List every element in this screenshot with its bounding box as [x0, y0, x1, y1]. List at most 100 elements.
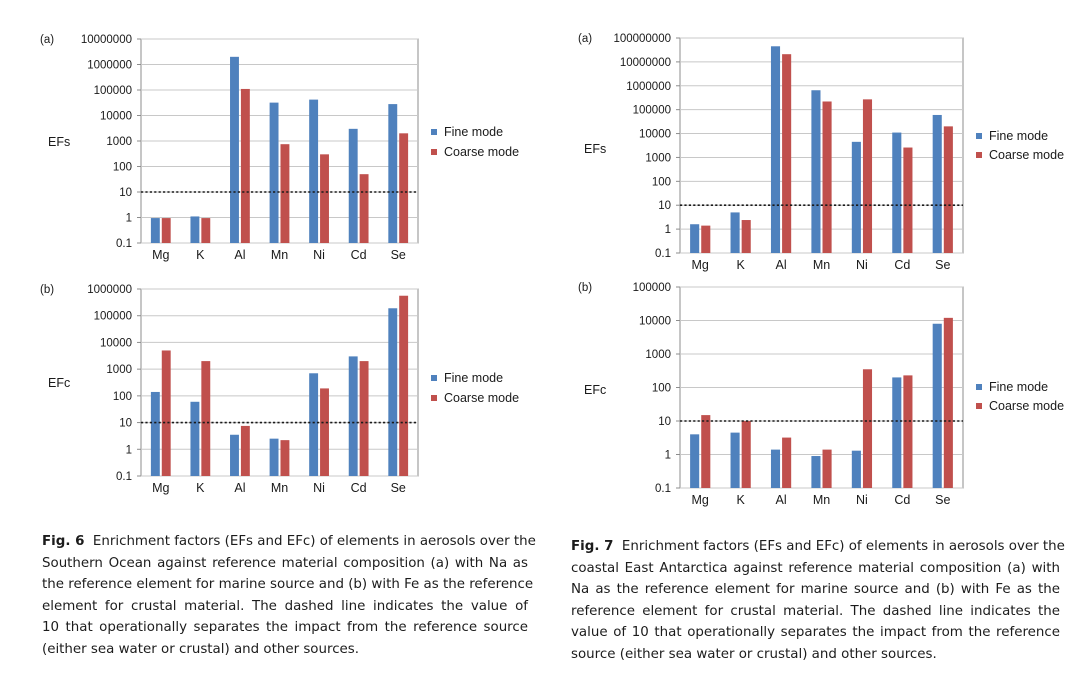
fig7b-y-tick-label: 100: [652, 383, 671, 395]
fig6a-bar-coarse-cd: [359, 174, 369, 243]
fig6b-bar-coarse-ni: [320, 388, 329, 476]
fig6a-x-tick-label: Se: [391, 248, 406, 262]
fig6a-x-tick-label: Al: [234, 248, 245, 262]
fig7b-y-tick-label: 1: [665, 450, 671, 462]
fig6a-legend-label: Fine mode: [444, 125, 503, 139]
fig7a-x-tick-label: Al: [776, 258, 787, 272]
fig6a-y-tick-label: 100000: [94, 85, 132, 97]
fig7b-legend-label: Fine mode: [989, 380, 1048, 394]
fig7-caption-label: Fig. 7: [571, 539, 614, 554]
fig7b-x-tick-label: Mn: [813, 493, 830, 507]
fig7a-legend-label: Fine mode: [989, 129, 1048, 143]
fig7b-legend-swatch-fine: [976, 384, 982, 390]
fig6a-bar-fine-se: [388, 104, 398, 243]
fig6-caption-line: the reference element for marine source …: [42, 577, 534, 593]
fig6a-bar-coarse-al: [240, 88, 250, 243]
fig7-caption-line: value of 10 that operationally separates…: [571, 625, 1060, 641]
fig7a-y-tick-label: 100000: [633, 105, 671, 117]
fig7a-bar-fine-al: [770, 46, 781, 254]
fig6a-bar-fine-mn: [269, 102, 279, 243]
fig6a-legend-swatch-fine: [431, 129, 437, 135]
fig7a-bar-coarse-k: [741, 220, 751, 253]
fig7b-bar-coarse-ni: [862, 369, 873, 488]
fig6a-bar-fine-al: [230, 56, 239, 244]
fig7a-y-tick-label: 100: [652, 176, 671, 188]
fig6b-bar-coarse-cd: [359, 361, 369, 476]
fig6a-y-tick-label: 1: [126, 213, 132, 225]
fig6-caption-line: (either sea water or crustal) and other …: [42, 641, 360, 657]
fig6b-bar-coarse-mn: [280, 440, 290, 476]
fig7a-legend-label: Coarse mode: [989, 148, 1064, 162]
fig6b-x-tick-label: Cd: [351, 481, 367, 495]
fig7a-y-tick-label: 100000000: [613, 33, 671, 45]
fig7a-y-tick-label: 1000: [645, 152, 671, 164]
fig7a-bar-coarse-ni: [862, 99, 873, 253]
fig6b-x-tick-label: Ni: [313, 481, 325, 495]
fig7b-bar-coarse-se: [943, 317, 953, 488]
fig6a-y-tick-label: 10000000: [81, 34, 132, 46]
fig7a-bar-fine-mn: [811, 90, 821, 253]
fig7a-x-tick-label: Cd: [894, 258, 910, 272]
fig7b-x-tick-label: Se: [935, 493, 950, 507]
fig7b-x-tick-label: Mg: [692, 493, 709, 507]
fig6b-legend-swatch-coarse: [431, 395, 437, 401]
fig6b-panel-label: (b): [40, 284, 54, 296]
fig7b-bar-fine-mg: [690, 434, 700, 488]
fig6b-y-tick-label: 100: [113, 391, 132, 403]
fig7b-y-tick-label: 10000: [639, 316, 671, 328]
fig6a-x-tick-label: Ni: [313, 248, 325, 262]
fig6a-y-axis-label: EFs: [48, 135, 70, 149]
fig6b-bar-coarse-al: [240, 425, 250, 476]
fig7a-plot-area: [679, 37, 964, 254]
fig7a-bar-fine-k: [730, 212, 740, 253]
fig6-caption-label: Fig. 6: [42, 534, 85, 549]
fig7a-bar-fine-mg: [690, 224, 700, 253]
fig6a-x-tick-label: Mg: [152, 248, 169, 262]
fig7b-bar-fine-k: [730, 432, 740, 488]
fig6a-y-tick-label: 1000000: [87, 60, 132, 72]
fig7a-bar-coarse-al: [782, 54, 792, 253]
fig6a-bar-coarse-ni: [320, 154, 329, 243]
fig7a-y-tick-label: 10000: [639, 129, 671, 141]
fig6a-y-tick-label: 100: [113, 162, 132, 174]
fig7b-bar-fine-se: [932, 323, 942, 488]
fig7b-y-tick-label: 100000: [633, 282, 671, 294]
fig6a-y-tick-label: 10000: [100, 111, 132, 123]
fig7a-bar-fine-cd: [892, 132, 902, 253]
fig7a-y-axis-label: EFs: [584, 142, 606, 156]
fig7b-panel-label: (b): [578, 282, 592, 294]
fig6b-plot-area: [140, 288, 419, 477]
fig6b-legend-label: Coarse mode: [444, 391, 519, 405]
fig7a-bar-fine-se: [932, 114, 942, 253]
fig6b-x-tick-label: Se: [391, 481, 406, 495]
fig6-caption: Fig. 6 Enrichment factors (EFs and EFc) …: [42, 531, 536, 661]
fig6b-bar-fine-mn: [269, 438, 279, 476]
fig7a-bar-coarse-se: [943, 126, 953, 253]
fig7b-legend-label: Coarse mode: [989, 399, 1064, 413]
fig7b-bar-fine-mn: [811, 456, 821, 488]
fig6b-x-tick-label: Mg: [152, 481, 169, 495]
fig7a-bar-coarse-cd: [903, 147, 913, 253]
fig7a-bar-coarse-mg: [701, 225, 711, 253]
fig6-caption-line: 10 that operationally separates the impa…: [42, 620, 528, 636]
fig7a-bar-fine-ni: [851, 141, 861, 253]
fig6a-panel-label: (a): [40, 34, 54, 46]
fig7a-legend-swatch-fine: [976, 133, 982, 139]
fig6b-x-tick-label: Al: [234, 481, 245, 495]
fig7a-y-tick-label: 1000000: [626, 81, 671, 93]
fig6a-bar-coarse-k: [201, 218, 211, 243]
fig7b-x-tick-label: Al: [776, 493, 787, 507]
fig7a-x-tick-label: Mn: [813, 258, 830, 272]
fig7b-y-tick-label: 10: [658, 416, 671, 428]
fig6a-bar-coarse-mn: [280, 144, 290, 243]
fig7b-x-tick-label: K: [736, 493, 745, 507]
fig6b-bar-fine-k: [190, 401, 200, 476]
fig6a-bar-fine-cd: [348, 128, 358, 243]
fig7b-bar-coarse-mn: [822, 449, 832, 488]
fig7b-y-tick-label: 1000: [645, 349, 671, 361]
fig7-caption-line: Na as the reference element for marine s…: [571, 582, 1060, 598]
fig6a-legend-swatch-coarse: [431, 149, 437, 155]
fig6b-x-tick-label: K: [196, 481, 205, 495]
fig7b-x-tick-label: Ni: [856, 493, 868, 507]
